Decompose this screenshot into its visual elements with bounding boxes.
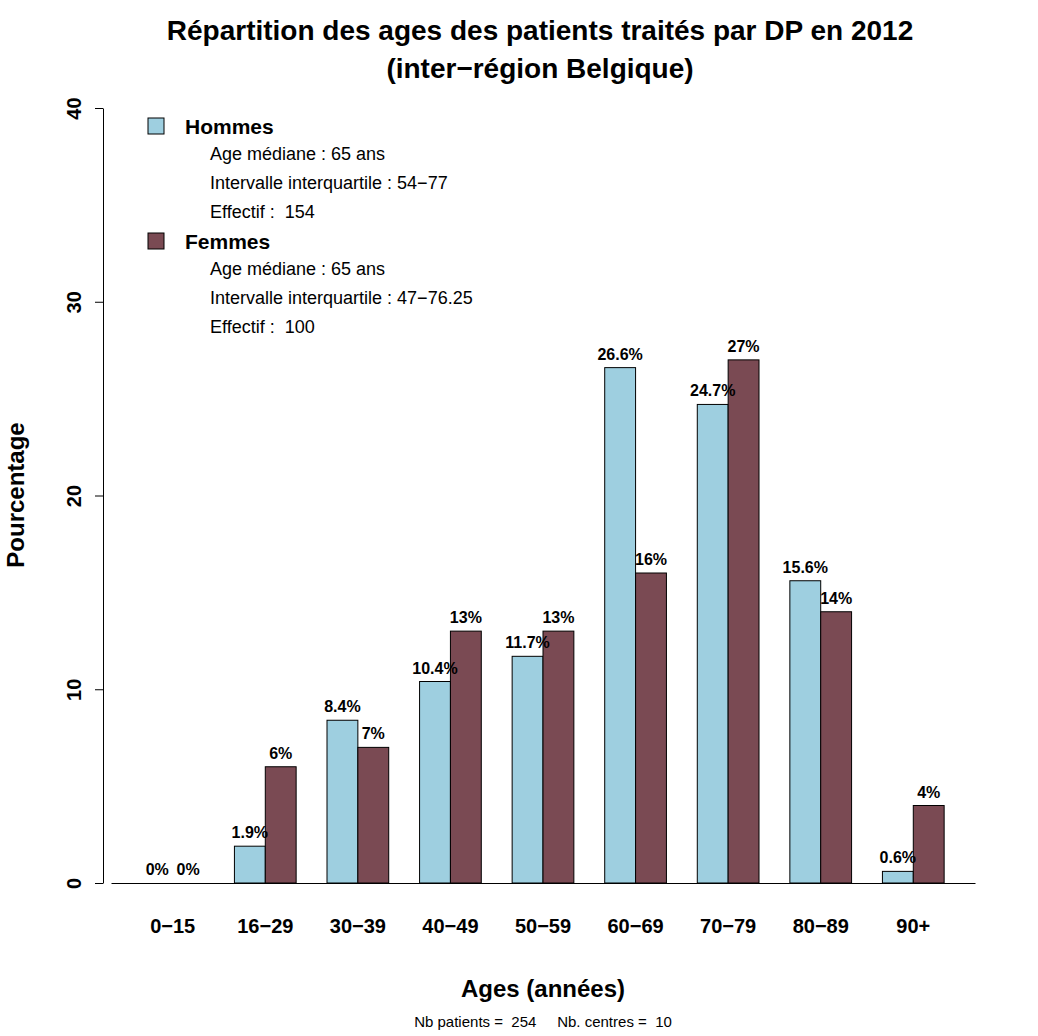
x-tick: 30−39 [330, 883, 386, 937]
data-label: 6% [269, 745, 292, 762]
bar [543, 631, 574, 883]
y-tick: 10 [63, 679, 103, 701]
y-tick-mark [95, 883, 103, 884]
caption: Nb patients = 254 Nb. centres = 10 [414, 1013, 672, 1030]
x-tick: 16−29 [237, 883, 293, 937]
bar [728, 360, 759, 883]
data-label: 24.7% [690, 382, 735, 399]
y-tick-mark [95, 302, 103, 303]
data-label: 15.6% [783, 559, 828, 576]
legend-note: Age médiane : 65 ans [210, 144, 385, 164]
data-label: 13% [450, 609, 482, 626]
data-label: 4% [917, 784, 940, 801]
y-tick-label: 20 [63, 485, 85, 507]
bar [142, 883, 173, 884]
x-tick: 90+ [896, 883, 930, 937]
data-label: 16% [635, 551, 667, 568]
data-label: 26.6% [597, 346, 642, 363]
x-tick: 80−89 [793, 883, 849, 937]
y-axis-line [103, 109, 104, 884]
legend-swatch [148, 233, 164, 249]
data-label: 0% [177, 861, 200, 878]
x-tick-label: 90+ [896, 915, 930, 937]
y-tick: 40 [63, 97, 103, 119]
data-label: 7% [362, 725, 385, 742]
bar [605, 368, 636, 883]
bars [234, 360, 944, 883]
y-tick-label: 0 [63, 878, 85, 889]
legend-label: Femmes [185, 230, 270, 253]
legend-swatch [148, 118, 164, 134]
y-tick-mark [95, 496, 103, 497]
x-tick-label: 60−69 [607, 915, 663, 937]
legend-note: Effectif : 154 [210, 202, 315, 222]
x-tick: 0−15 [150, 883, 195, 937]
x-tick: 50−59 [515, 883, 571, 937]
y-tick: 0 [63, 878, 103, 889]
y-tick-mark [95, 689, 103, 690]
data-label: 13% [542, 609, 574, 626]
y-axis: 0 10 20 30 40 [63, 97, 104, 889]
legend-label: Hommes [185, 115, 274, 138]
data-label: 1.9% [232, 824, 268, 841]
legend-note: Effectif : 100 [210, 317, 315, 337]
data-label: 0.6% [880, 849, 916, 866]
data-labels: 0% 1.9% 8.4% 10.4% 11.7% 26.6% 24.7% 15.6% 0.6% 0… [146, 338, 941, 878]
title-line: Répartition des ages des patients traité… [167, 15, 913, 46]
bar [790, 581, 821, 883]
x-axis-line [112, 883, 976, 884]
data-label: 8.4% [324, 698, 360, 715]
bar [636, 573, 667, 883]
bar [173, 883, 204, 884]
x-tick: 70−79 [700, 883, 756, 937]
bar [327, 720, 358, 883]
bar [882, 871, 913, 883]
bar [265, 767, 296, 883]
x-tick: 60−69 [607, 883, 663, 937]
title-line: (inter−région Belgique) [386, 53, 693, 84]
y-axis-title: Pourcentage [2, 422, 29, 567]
x-tick: 40−49 [422, 883, 478, 937]
bar [420, 682, 451, 884]
data-label: 11.7% [505, 634, 549, 651]
x-tick-label: 0−15 [150, 915, 195, 937]
legend-note: Intervalle interquartile : 47−76.25 [210, 288, 473, 308]
x-axis-title: Ages (années) [461, 975, 625, 1002]
y-tick: 30 [63, 291, 103, 313]
data-label: 0% [146, 861, 169, 878]
bar [358, 747, 389, 883]
y-tick-label: 30 [63, 291, 85, 313]
legend-note: Intervalle interquartile : 54−77 [210, 173, 448, 193]
data-label: 14% [820, 590, 852, 607]
x-tick-label: 70−79 [700, 915, 756, 937]
data-label: 27% [728, 338, 760, 355]
y-tick-label: 40 [63, 97, 85, 119]
x-tick-label: 50−59 [515, 915, 571, 937]
title: Répartition des ages des patients traité… [167, 15, 913, 84]
bar [913, 806, 944, 884]
x-tick-label: 16−29 [237, 915, 293, 937]
x-tick-label: 40−49 [422, 915, 478, 937]
x-axis: 0−15 16−29 30−39 40−49 50−59 60−69 70−79 80−89 9… [112, 883, 976, 937]
y-tick: 20 [63, 485, 103, 507]
x-tick-label: 30−39 [330, 915, 386, 937]
y-tick-mark [95, 108, 103, 109]
chart: Répartition des ages des patients traité… [0, 0, 1038, 1036]
y-tick-label: 10 [63, 679, 85, 701]
bar [821, 612, 852, 883]
bar [512, 656, 543, 883]
x-tick-label: 80−89 [793, 915, 849, 937]
legend: Hommes Age médiane : 65 ans Intervalle int… [148, 115, 473, 337]
data-label: 10.4% [412, 660, 457, 677]
bar [234, 846, 265, 883]
legend-note: Age médiane : 65 ans [210, 259, 385, 279]
bar [697, 404, 728, 883]
